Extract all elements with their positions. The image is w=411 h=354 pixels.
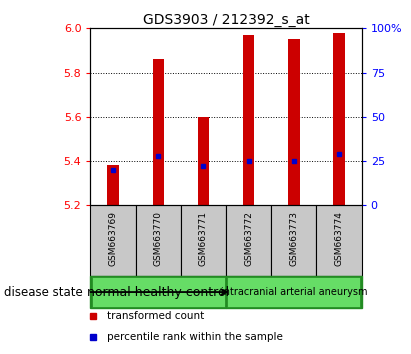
Bar [226,205,271,276]
Text: GSM663770: GSM663770 [154,211,163,266]
Title: GDS3903 / 212392_s_at: GDS3903 / 212392_s_at [143,13,309,27]
Text: percentile rank within the sample: percentile rank within the sample [107,332,283,342]
Bar [92,277,225,307]
Text: transformed count: transformed count [107,311,204,321]
Bar [90,276,226,308]
Bar [198,117,209,205]
Text: GSM663773: GSM663773 [289,211,298,266]
Text: intracranial arterial aneurysm: intracranial arterial aneurysm [221,287,367,297]
Bar [316,205,362,276]
Bar [271,205,316,276]
Text: GSM663771: GSM663771 [199,211,208,266]
Bar [181,205,226,276]
Text: GSM663769: GSM663769 [109,211,118,266]
Bar [107,166,119,205]
Text: GSM663774: GSM663774 [335,211,344,266]
Bar [243,35,254,205]
Bar [152,59,164,205]
Bar [333,33,345,205]
Text: disease state: disease state [4,286,83,298]
Bar [136,205,181,276]
Bar [226,276,362,308]
Text: normal healthy control: normal healthy control [87,286,229,298]
Bar [288,39,300,205]
Text: GSM663772: GSM663772 [244,211,253,266]
Bar [90,205,136,276]
Bar [227,277,360,307]
